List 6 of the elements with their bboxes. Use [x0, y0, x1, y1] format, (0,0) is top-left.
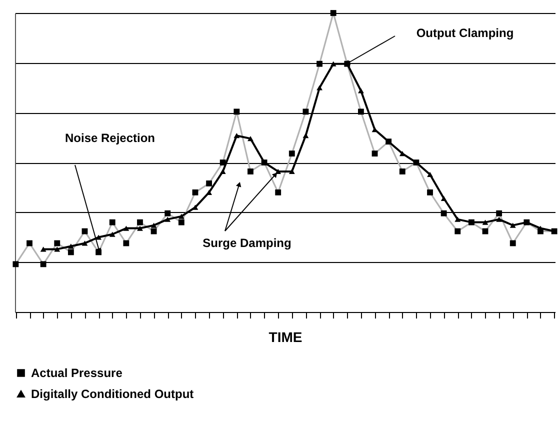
- annotation: Output Clamping: [416, 26, 514, 40]
- annotation: Noise Rejection: [64, 131, 156, 145]
- x-axis-title: TIME: [268, 329, 302, 345]
- legend-label: Actual Pressure: [31, 366, 123, 380]
- annotation: Surge Damping: [202, 236, 292, 250]
- legend-label: Digitally Conditioned Output: [31, 387, 194, 401]
